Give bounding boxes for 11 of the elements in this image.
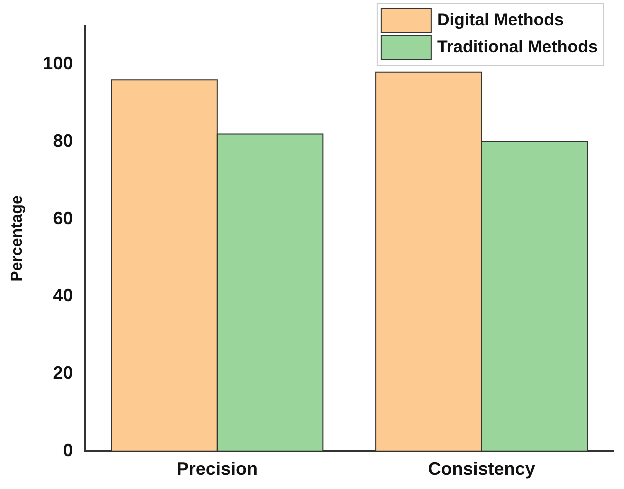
y-axis-title: Percentage	[9, 195, 26, 282]
y-tick-label: 20	[53, 363, 74, 384]
y-tick-label: 80	[53, 130, 74, 151]
x-tick-label: Consistency	[428, 459, 536, 480]
x-tick-label: Precision	[176, 459, 258, 480]
y-tick-label: 100	[43, 54, 74, 74]
y-tick-label: 60	[53, 208, 74, 228]
legend-label: Digital Methods	[437, 10, 564, 30]
legend-label: Traditional Methods	[437, 38, 598, 57]
y-tick-label: 40	[53, 286, 74, 306]
y-tick-label: 0	[63, 440, 74, 460]
